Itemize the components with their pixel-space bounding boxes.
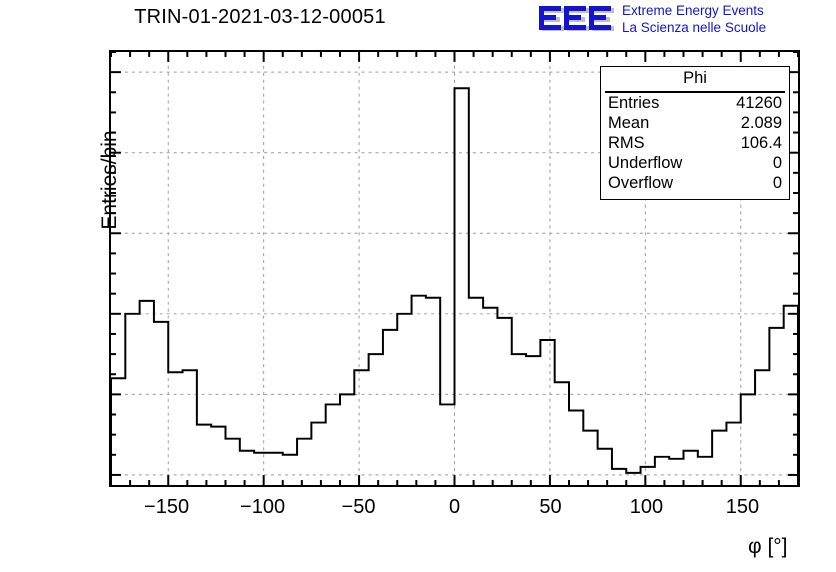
stats-rows: Entries 41260 Mean 2.089 RMS 106.4 Underflow 0 O… <box>601 93 789 193</box>
eee-logo-text: Extreme Energy Events La Scienza nelle S… <box>622 3 834 36</box>
x-tick-label: 150 <box>725 496 760 518</box>
y-axis-label: Entries/bin <box>98 130 121 230</box>
stats-row-value: 2.089 <box>740 114 782 132</box>
eee-logo: Extreme Energy Events La Scienza nelle S… <box>538 2 834 38</box>
stats-row-value: 0 <box>772 154 782 172</box>
x-tick-label: 0 <box>448 496 461 518</box>
stats-title: Phi <box>605 67 785 93</box>
stats-row-key: Entries <box>608 94 660 112</box>
x-axis-label: φ [°] <box>748 535 788 558</box>
stats-row: Mean 2.089 <box>601 113 789 133</box>
histogram-trace <box>111 87 798 485</box>
stats-row-key: Underflow <box>608 154 683 172</box>
stats-row: Entries 41260 <box>601 93 789 113</box>
stats-row-key: RMS <box>608 134 645 152</box>
eee-logo-line2: La Scienza nelle Scuole <box>622 19 767 35</box>
eee-logo-mark-icon <box>539 6 614 31</box>
x-tick-label: −150 <box>144 496 190 518</box>
stats-row-key: Overflow <box>608 174 674 192</box>
stats-row: Overflow 0 <box>601 173 789 193</box>
stats-row: RMS 106.4 <box>601 133 789 153</box>
page-title: TRIN-01-2021-03-12-00051 <box>134 6 386 28</box>
x-tick-label: 100 <box>629 496 664 518</box>
stats-row-key: Mean <box>608 114 650 132</box>
x-tick-label: −50 <box>341 496 376 518</box>
stats-row: Underflow 0 <box>601 153 789 173</box>
stats-box: Phi Entries 41260 Mean 2.089 RMS 106.4 Underfl… <box>600 66 790 200</box>
stats-row-value: 0 <box>772 174 782 192</box>
stats-row-value: 106.4 <box>740 134 782 152</box>
x-tick-label: 50 <box>539 496 562 518</box>
stats-row-value: 41260 <box>736 94 782 112</box>
eee-logo-line1: Extreme Energy Events <box>622 3 764 18</box>
x-tick-label: −100 <box>240 496 286 518</box>
